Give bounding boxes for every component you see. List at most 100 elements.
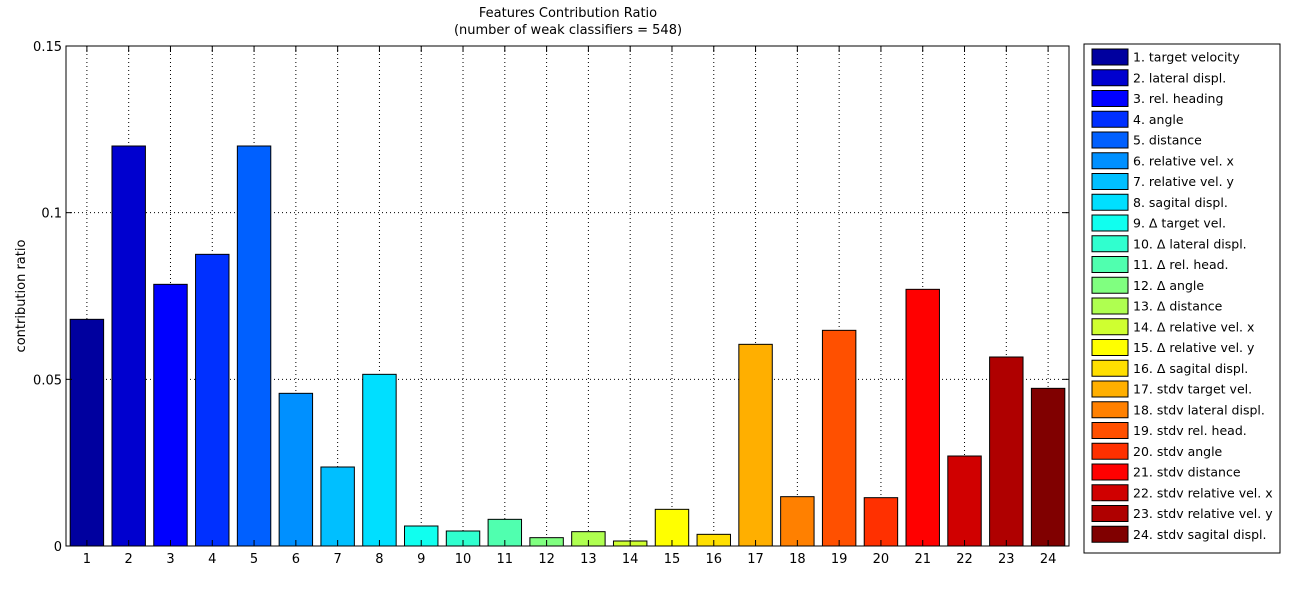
legend-swatch-23: [1091, 505, 1129, 522]
legend-label-24: 24. stdv sagital displ.: [1133, 527, 1266, 542]
bar-1: [69, 318, 105, 547]
legend-label-1: 1. target velocity: [1133, 50, 1240, 65]
legend-label-3: 3. rel. heading: [1133, 91, 1223, 106]
legend-label-2: 2. lateral displ.: [1133, 70, 1226, 85]
legend-label-12: 12. Δ angle: [1133, 278, 1204, 293]
legend-swatch-7: [1091, 173, 1129, 190]
legend-swatch-19: [1091, 422, 1129, 439]
bar-24: [1030, 387, 1066, 547]
legend-swatch-24: [1091, 525, 1129, 543]
x-tick-label: 18: [789, 552, 806, 567]
legend-swatch-3: [1091, 90, 1129, 107]
bar-22: [947, 455, 982, 547]
x-tick-label: 5: [250, 552, 258, 567]
plot-frame: [65, 45, 1070, 547]
legend-label-11: 11. Δ rel. head.: [1133, 257, 1229, 272]
legend-label-10: 10. Δ lateral displ.: [1133, 236, 1247, 251]
x-tick-label: 13: [580, 552, 597, 567]
axes: 00.050.10.151 2 3 4 5 6 7 8 9 10 11 12 13 14 15 16 17 18 1…: [33, 40, 1070, 567]
legend-label-6: 6. relative vel. x: [1133, 153, 1234, 168]
x-tick-label: 1: [83, 552, 91, 567]
legend-label-4: 4. angle: [1133, 112, 1184, 127]
legend-label-14: 14. Δ relative vel. x: [1133, 319, 1254, 334]
legend-label-16: 16. Δ sagital displ.: [1133, 361, 1248, 376]
legend-label-5: 5. distance: [1133, 133, 1202, 148]
legend-swatch-9: [1091, 214, 1129, 232]
x-tick-label: 14: [622, 552, 639, 567]
y-tick-label: 0: [54, 540, 62, 555]
x-tick-label: 19: [831, 552, 848, 567]
x-tick-label: 10: [455, 552, 472, 567]
bar-17: [738, 343, 773, 547]
legend-swatch-20: [1091, 442, 1129, 460]
legend: 1. target velocity 2. lateral displ. 3. re…: [1083, 43, 1281, 554]
x-tick-label: 24: [1040, 552, 1057, 567]
legend-swatch-17: [1091, 380, 1129, 398]
legend-swatch-1: [1091, 48, 1129, 66]
legend-swatch-8: [1091, 193, 1129, 211]
legend-label-9: 9. Δ target vel.: [1133, 216, 1226, 231]
x-tick-label: 22: [956, 552, 973, 567]
x-tick-label: 12: [538, 552, 555, 567]
legend-label-15: 15. Δ relative vel. y: [1133, 340, 1255, 355]
x-tick-label: 21: [914, 552, 931, 567]
legend-label-19: 19. stdv rel. head.: [1133, 423, 1247, 438]
x-tick-label: 8: [375, 552, 383, 567]
legend-swatch-5: [1091, 131, 1129, 149]
x-tick-label: 4: [208, 552, 216, 567]
bar-4: [195, 253, 230, 547]
bar-19: [821, 329, 857, 547]
legend-label-7: 7. relative vel. y: [1133, 174, 1235, 189]
bar-8: [362, 373, 397, 547]
y-tick-label: 0.05: [33, 373, 62, 388]
bar-20: [863, 497, 899, 547]
y-tick-label: 0.15: [33, 40, 62, 55]
legend-label-22: 22. stdv relative vel. x: [1133, 485, 1273, 500]
x-tick-label: 6: [292, 552, 300, 567]
legend-swatch-13: [1091, 297, 1129, 315]
x-tick-label: 23: [998, 552, 1015, 567]
x-tick-label: 15: [664, 552, 681, 567]
bar-18: [780, 496, 815, 547]
legend-swatch-10: [1091, 235, 1129, 253]
y-axis-label: contribution ratio: [14, 240, 29, 353]
x-tick-label: 17: [747, 552, 764, 567]
bar-6: [278, 392, 314, 547]
x-tick-label: 9: [417, 552, 425, 567]
x-tick-label: 2: [125, 552, 133, 567]
y-tick-label: 0.1: [41, 207, 62, 222]
bar-2: [111, 145, 146, 547]
x-tick-label: 11: [497, 552, 514, 567]
legend-swatch-2: [1091, 69, 1129, 87]
legend-swatch-12: [1091, 276, 1129, 294]
legend-swatch-16: [1091, 359, 1129, 377]
x-tick-label: 16: [705, 552, 722, 567]
legend-label-21: 21. stdv distance: [1133, 465, 1241, 480]
bar-7: [320, 466, 355, 547]
legend-label-13: 13. Δ distance: [1133, 299, 1223, 314]
x-tick-label: 20: [873, 552, 890, 567]
bar-5: [236, 145, 272, 547]
legend-swatch-14: [1091, 318, 1129, 336]
legend-swatch-21: [1091, 463, 1129, 481]
legend-label-17: 17. stdv target vel.: [1133, 382, 1252, 397]
legend-swatch-18: [1091, 401, 1129, 419]
legend-swatch-11: [1091, 256, 1129, 273]
legend-label-8: 8. sagital displ.: [1133, 195, 1228, 210]
legend-swatch-4: [1091, 110, 1129, 128]
legend-label-23: 23. stdv relative vel. y: [1133, 506, 1273, 521]
chart-subtitle: (number of weak classifiers = 548): [454, 23, 682, 38]
bars: [69, 145, 1066, 547]
legend-swatch-6: [1091, 152, 1129, 170]
legend-label-20: 20. stdv angle: [1133, 444, 1223, 459]
x-tick-label: 7: [334, 552, 342, 567]
legend-label-18: 18. stdv lateral displ.: [1133, 402, 1265, 417]
legend-swatch-15: [1091, 339, 1129, 356]
bar-3: [153, 283, 188, 547]
x-tick-label: 3: [166, 552, 174, 567]
bar-23: [989, 356, 1024, 547]
legend-swatch-22: [1091, 484, 1129, 502]
chart-title: Features Contribution Ratio: [479, 6, 657, 21]
bar-21: [905, 288, 940, 547]
